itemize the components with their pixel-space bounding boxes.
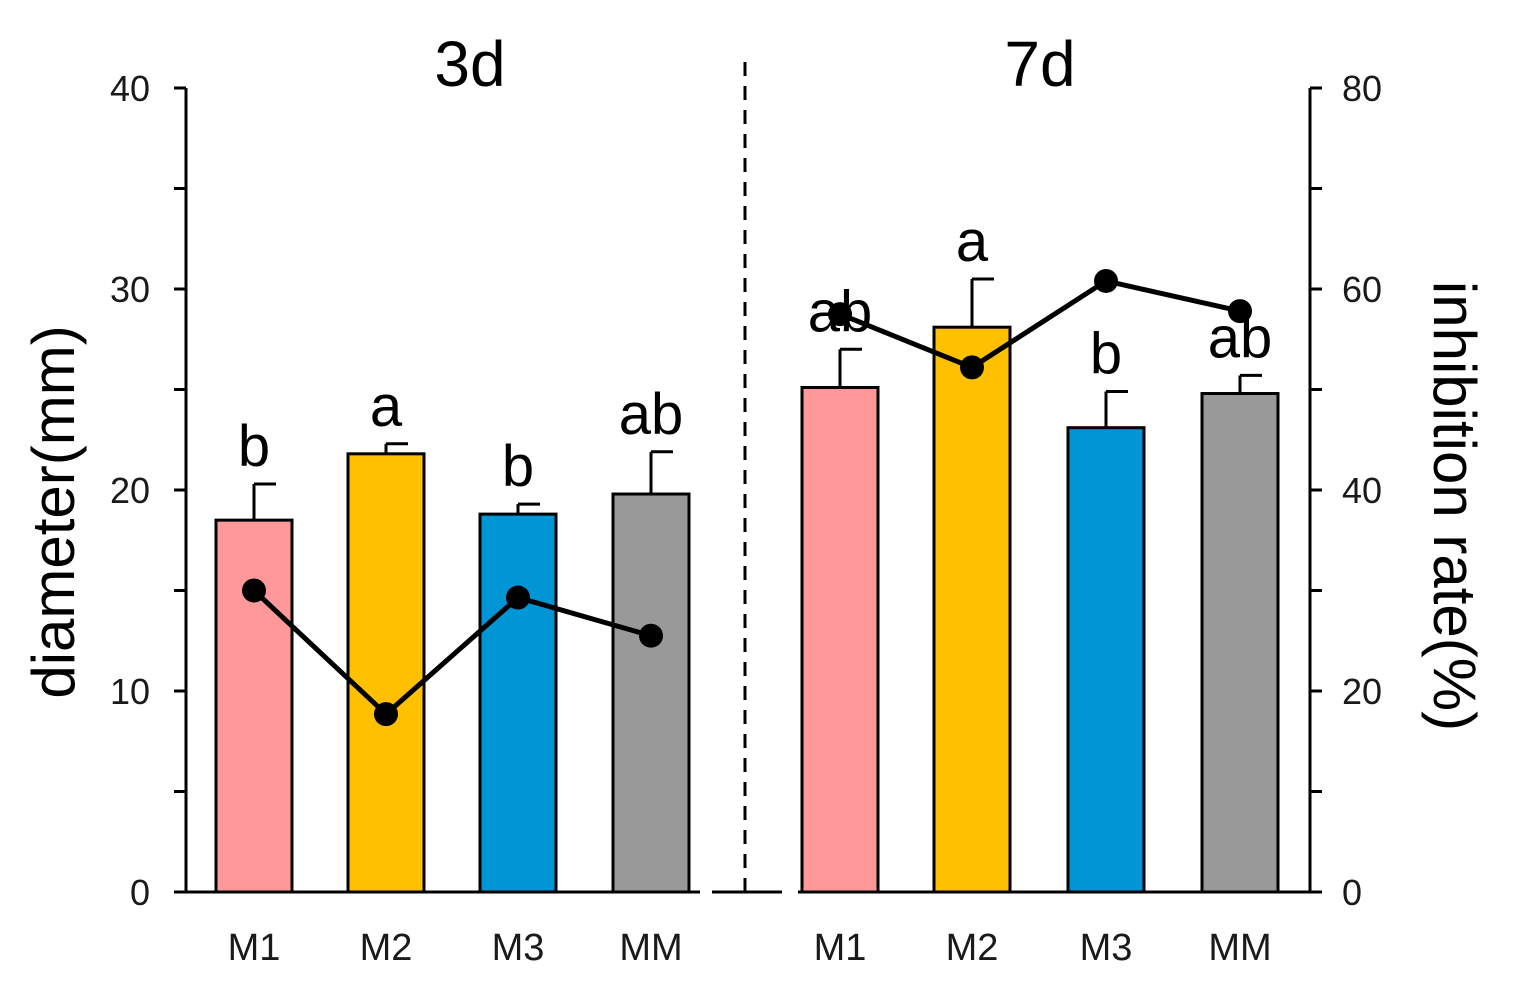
y-left-tick-label: 40 <box>110 68 150 109</box>
category-label-3d-MM: MM <box>619 927 682 969</box>
bar-7d-M3 <box>1066 426 1146 894</box>
bar-3d-M1 <box>214 518 294 894</box>
category-label-3d-M2: M2 <box>360 927 413 969</box>
y-right-tick-label: 60 <box>1342 269 1382 310</box>
error-bars <box>252 277 1262 521</box>
y-left-tick-label: 0 <box>130 872 150 913</box>
significance-label-3d-M3: b <box>502 434 534 499</box>
inhibition-lines <box>242 268 1252 727</box>
category-label-7d-MM: MM <box>1208 927 1271 969</box>
text-labels: 0 10 20 30 40 0 20 40 60 80 diameter(mm) inhibition… <box>20 28 1488 969</box>
y-right-tick-label: 20 <box>1342 671 1382 712</box>
bar-3d-M2 <box>346 452 426 894</box>
inhibition-point-3d-M2 <box>374 702 398 727</box>
inhibition-point-7d-M2 <box>960 355 984 380</box>
significance-label-7d-M1: ab <box>808 279 873 344</box>
significance-label-3d-M2: a <box>370 374 403 439</box>
y-left-tick-label: 10 <box>110 671 150 712</box>
category-label-3d-M3: M3 <box>492 927 545 969</box>
inhibition-point-3d-M3 <box>506 585 530 610</box>
significance-label-7d-M2: a <box>956 209 989 274</box>
bar-7d-M1 <box>800 385 880 894</box>
category-label-7d-M3: M3 <box>1080 927 1133 969</box>
inhibition-line-7d <box>839 278 1241 370</box>
axes <box>174 62 1322 894</box>
significance-label-7d-M3: b <box>1090 322 1122 387</box>
category-label-7d-M2: M2 <box>946 927 999 969</box>
y-left-tick-label: 30 <box>110 269 150 310</box>
inhibition-point-7d-MM <box>1228 299 1252 324</box>
y-right-tick-label: 80 <box>1342 68 1382 109</box>
bar-3d-MM <box>611 492 691 894</box>
inhibition-point-3d-MM <box>639 623 663 648</box>
inhibition-point-7d-M3 <box>1094 268 1118 293</box>
y-right-tick-label: 0 <box>1342 872 1362 913</box>
y-axis-right-title: inhibition rate(%) <box>1421 281 1488 731</box>
bar-7d-M2 <box>932 325 1012 894</box>
panel-title-3d: 3d <box>434 28 505 100</box>
y-right-tick-label: 40 <box>1342 470 1382 511</box>
significance-label-3d-M1: b <box>238 414 270 479</box>
inhibition-point-7d-M1 <box>828 302 852 327</box>
inhibition-line-3d <box>252 588 652 717</box>
panel-title-7d: 7d <box>1004 28 1075 100</box>
significance-label-3d-MM: ab <box>619 382 684 447</box>
bar-3d-M3 <box>478 512 558 894</box>
significance-label-7d-MM: ab <box>1208 305 1273 370</box>
y-left-tick-label: 20 <box>110 470 150 511</box>
category-label-3d-M1: M1 <box>228 927 281 969</box>
bar-7d-MM <box>1200 392 1280 894</box>
y-axis-left-title: diameter(mm) <box>20 325 87 698</box>
category-label-7d-M1: M1 <box>814 927 867 969</box>
inhibition-point-3d-M1 <box>242 578 266 603</box>
